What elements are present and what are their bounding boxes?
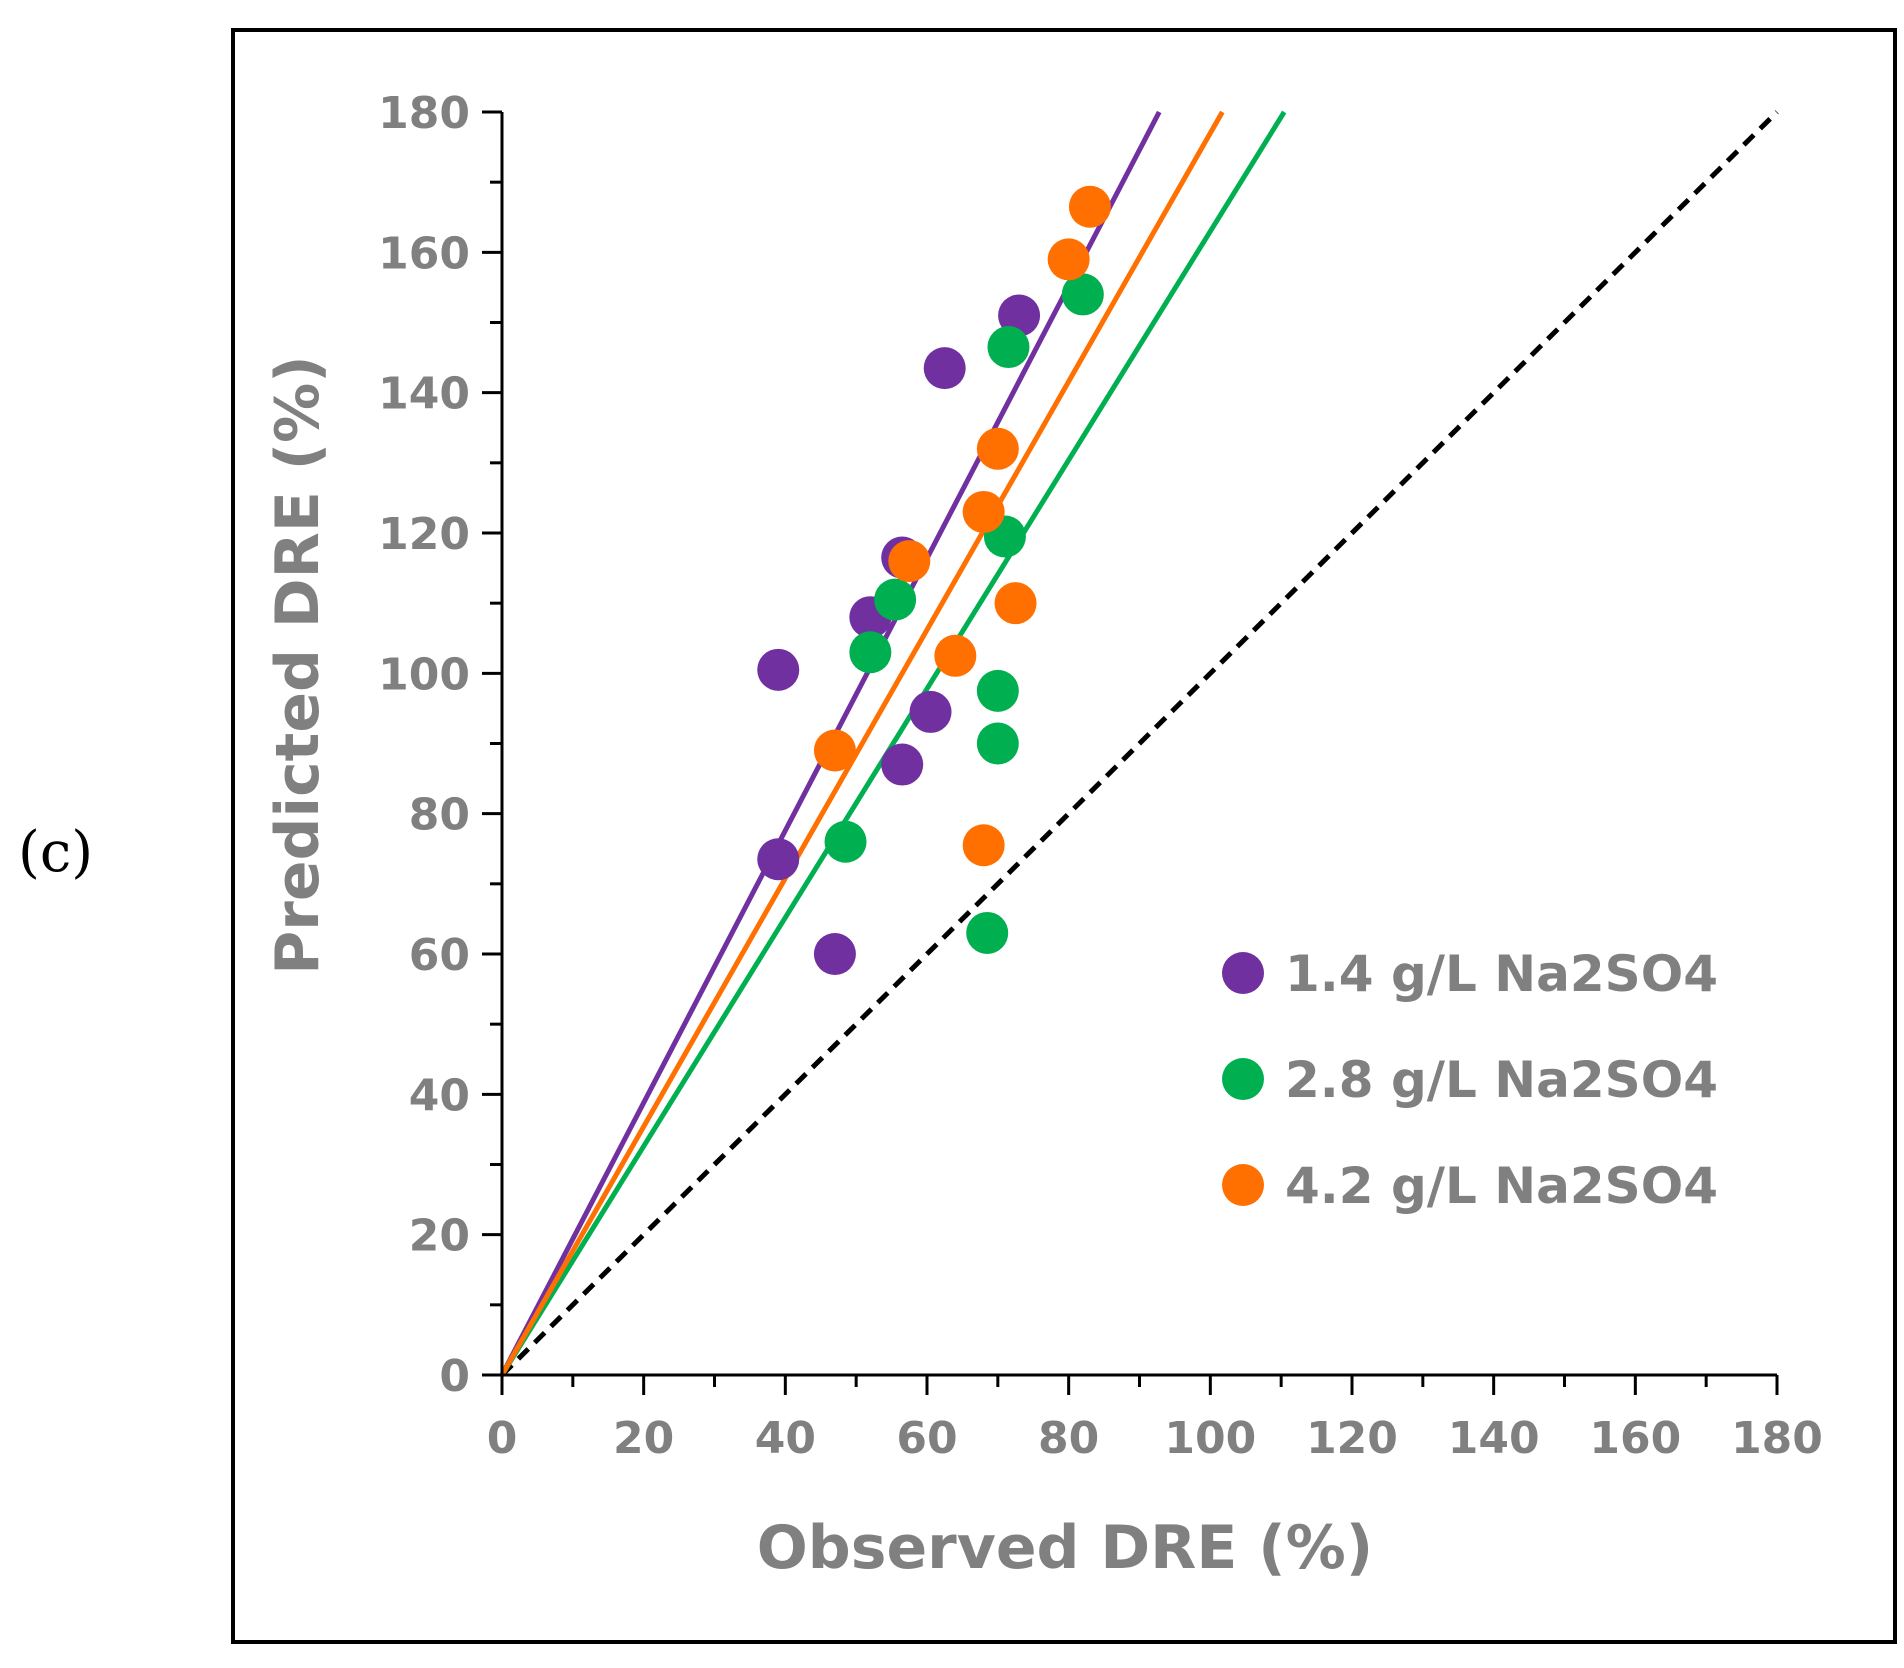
legend-marker-4.2 — [1222, 1164, 1264, 1206]
x-tick-label: 160 — [1589, 1413, 1681, 1464]
x-tick-label: 120 — [1306, 1413, 1398, 1464]
point-series0-1 — [757, 838, 800, 881]
y-tick-label: 80 — [409, 790, 470, 841]
panel-label: (c) — [18, 820, 94, 885]
x-tick-label: 180 — [1731, 1413, 1823, 1464]
point-series2-0 — [813, 729, 856, 772]
point-series1-7 — [987, 326, 1030, 369]
legend: 1.4 g/L Na2SO4 2.8 g/L Na2SO4 4.2 g/L Na… — [1222, 945, 1718, 1215]
point-series0-8 — [998, 294, 1041, 337]
point-series2-4 — [962, 824, 1005, 867]
point-series1-8 — [1061, 273, 1104, 316]
point-series1-1 — [849, 631, 892, 674]
trendline-1 — [499, 110, 1287, 1377]
legend-label-4.2: 4.2 g/L Na2SO4 — [1285, 1157, 1718, 1215]
y-tick-label: 40 — [409, 1070, 470, 1121]
y-tick-label: 100 — [378, 649, 470, 700]
y-tick-label: 140 — [378, 369, 470, 420]
point-series2-6 — [994, 582, 1037, 625]
y-tick-label: 120 — [378, 509, 470, 560]
point-series2-8 — [1068, 185, 1111, 228]
tick-labels-group: 0 20 40 60 80 100 120 140 160 180 0 20 40 60 80 100 120 1… — [378, 88, 1823, 1464]
point-series1-3 — [966, 911, 1009, 954]
points-group — [757, 185, 1111, 975]
x-tick-label: 100 — [1164, 1413, 1256, 1464]
x-tick-label: 60 — [896, 1413, 957, 1464]
point-series0-2 — [813, 933, 856, 975]
x-axis-title: Observed DRE (%) — [757, 1513, 1373, 1583]
x-tick-label: 20 — [613, 1413, 674, 1464]
point-series0-6 — [909, 690, 952, 733]
point-series1-4 — [976, 669, 1019, 712]
x-tick-label: 40 — [755, 1413, 816, 1464]
point-series2-1 — [888, 540, 931, 583]
point-series0-7 — [923, 347, 966, 390]
point-series1-5 — [976, 722, 1019, 765]
x-tick-label: 80 — [1038, 1413, 1099, 1464]
y-axis-title: Predicted DRE (%) — [263, 355, 333, 974]
point-series1-0 — [824, 820, 867, 863]
y-tick-label: 20 — [409, 1211, 470, 1262]
point-series2-5 — [976, 427, 1019, 470]
x-tick-label: 0 — [487, 1413, 518, 1464]
y-tick-label: 160 — [378, 228, 470, 279]
chart-frame — [231, 28, 1897, 1644]
reference-line-group — [500, 110, 1779, 1377]
point-series0-5 — [881, 743, 924, 786]
legend-label-2.8: 2.8 g/L Na2SO4 — [1285, 1051, 1718, 1109]
legend-label-1.4: 1.4 g/L Na2SO4 — [1285, 945, 1718, 1003]
legend-marker-1.4 — [1222, 952, 1264, 994]
y-tick-label: 0 — [439, 1351, 470, 1402]
legend-marker-2.8 — [1222, 1058, 1264, 1100]
point-series2-7 — [1047, 238, 1090, 281]
trendline-2 — [499, 110, 1225, 1377]
trendline-group — [499, 110, 1287, 1377]
y-tick-label: 60 — [409, 930, 470, 981]
point-series1-2 — [874, 578, 917, 621]
point-series2-2 — [934, 634, 977, 677]
point-series0-0 — [757, 648, 800, 691]
reference-line — [500, 110, 1779, 1377]
x-tick-label: 140 — [1448, 1413, 1540, 1464]
point-series2-3 — [962, 490, 1005, 533]
y-tick-label: 180 — [378, 88, 470, 139]
axes-group — [482, 110, 1779, 1395]
